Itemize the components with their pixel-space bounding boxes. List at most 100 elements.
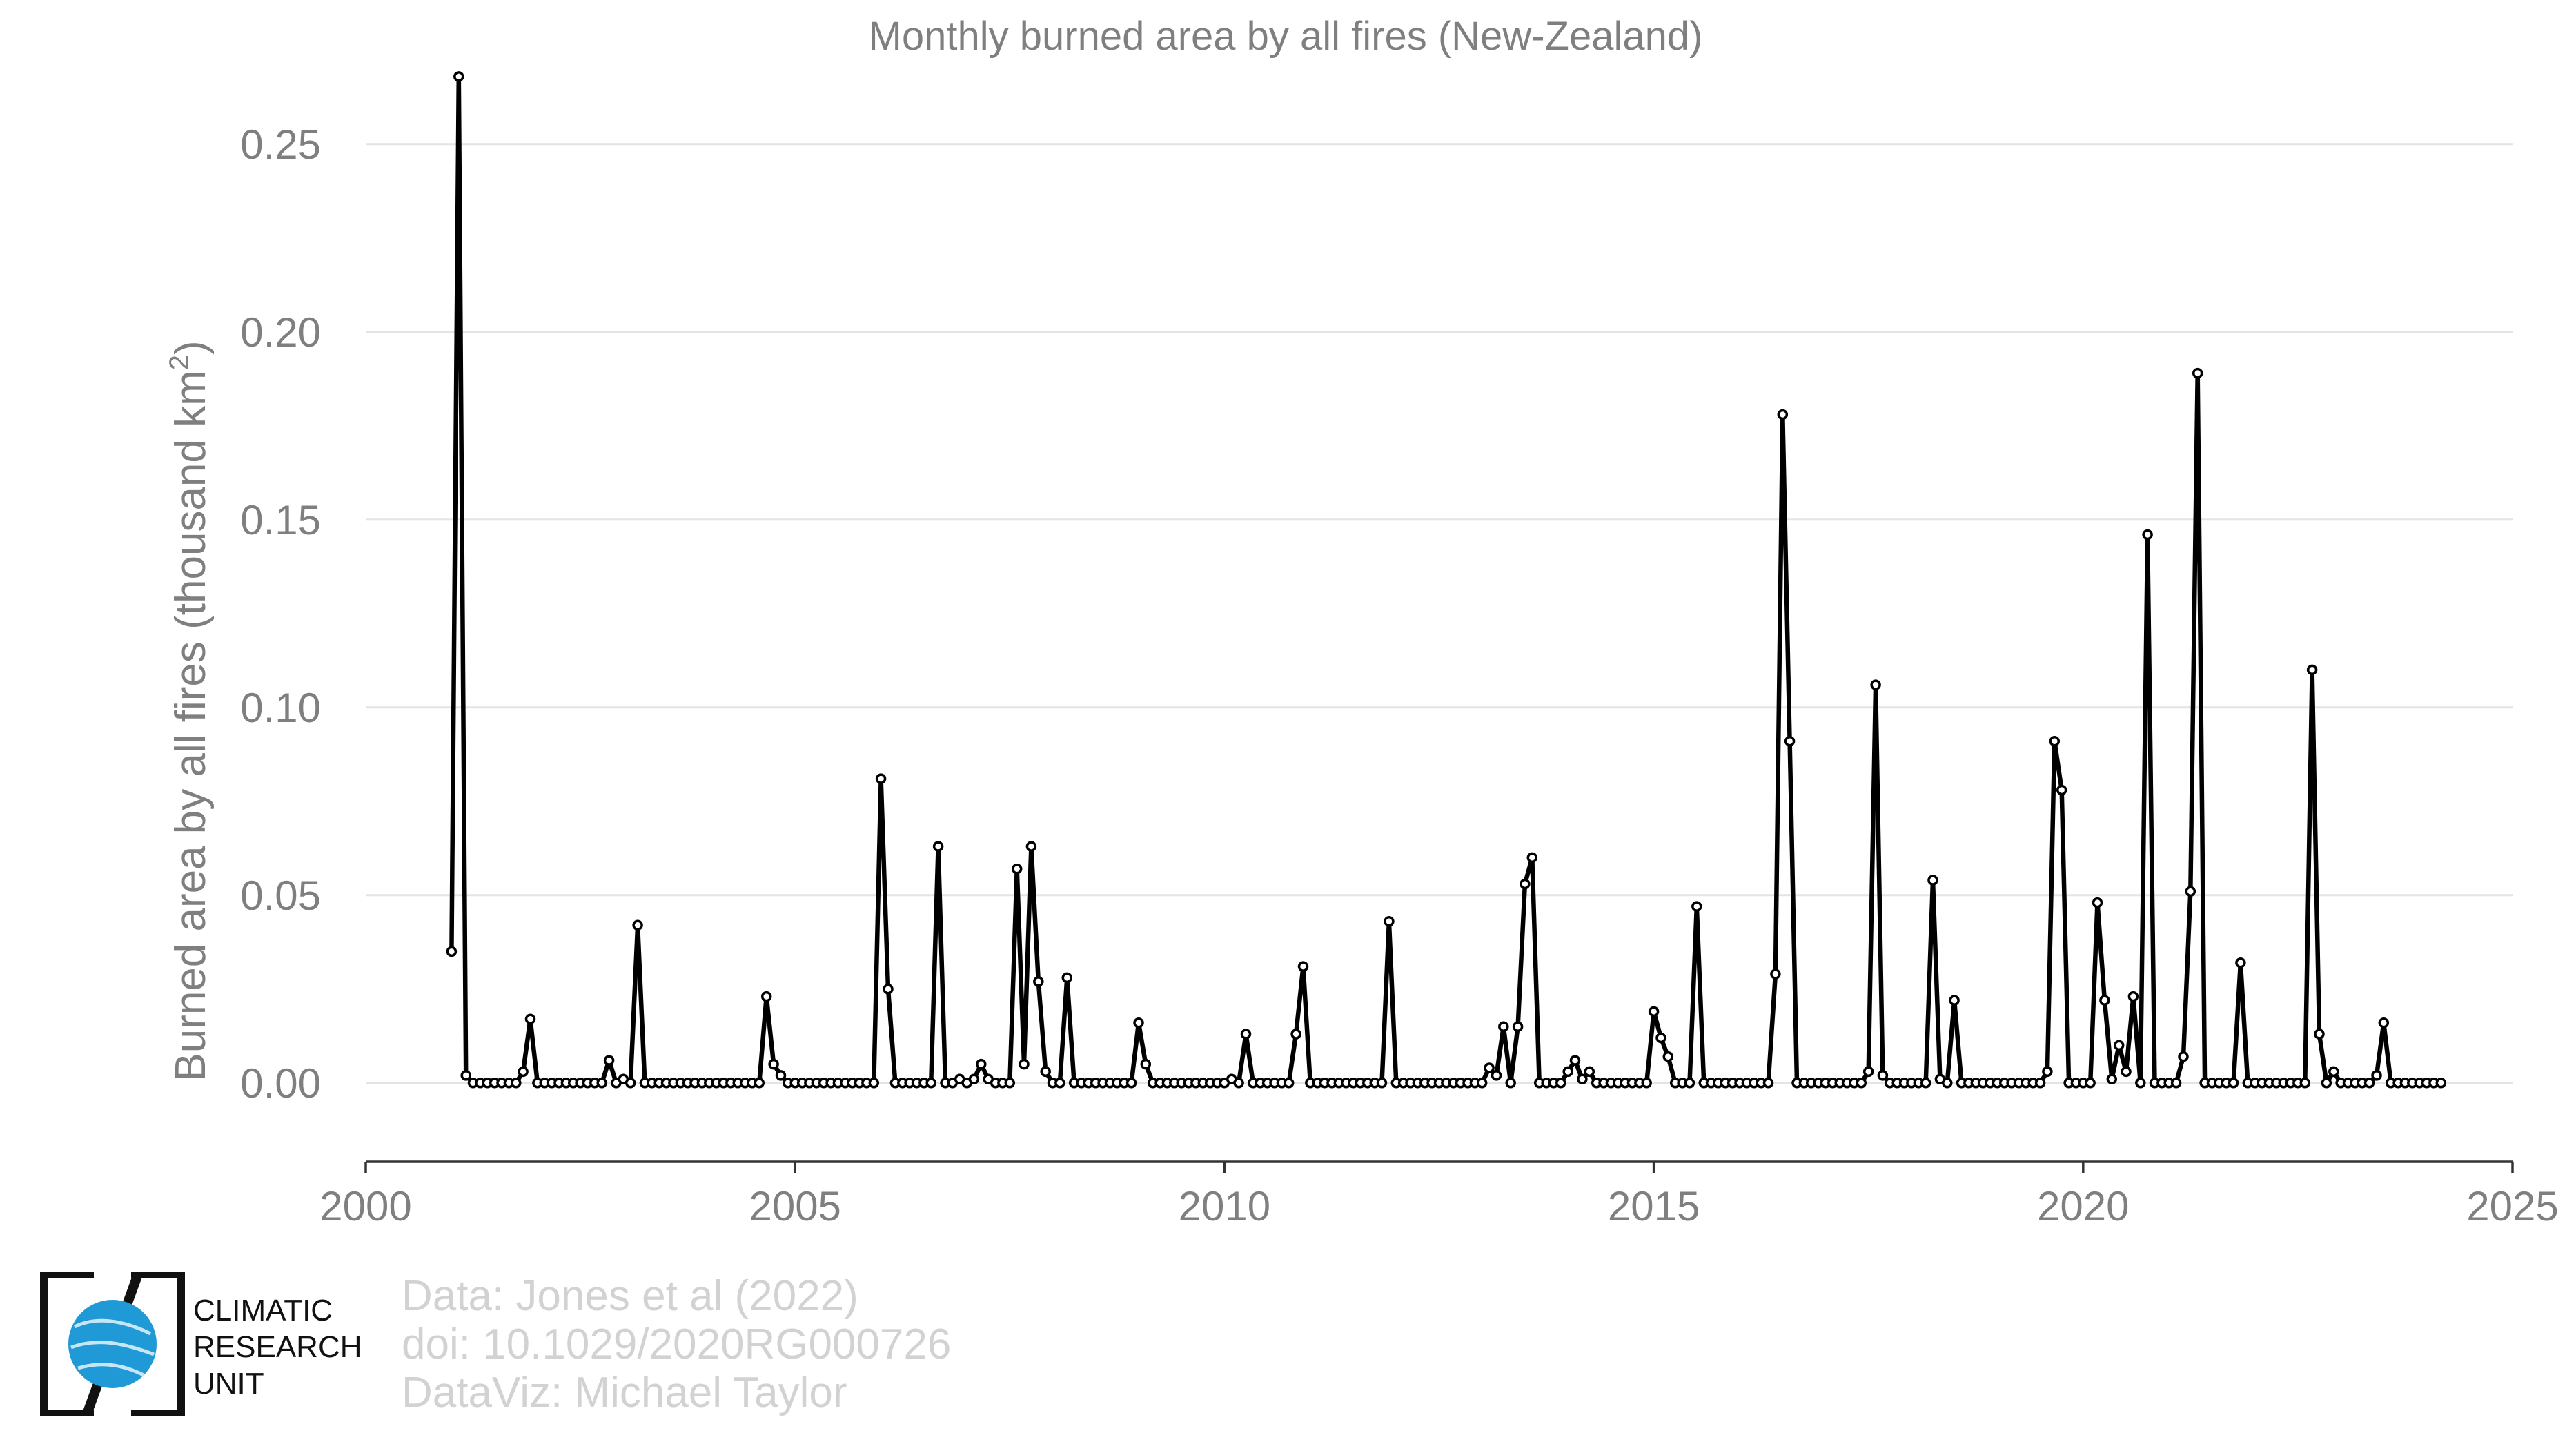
y-axis-label-end: ): [167, 340, 215, 355]
data-point: [1949, 995, 1960, 1006]
data-point: [625, 1078, 636, 1089]
data-point: [2135, 1078, 2146, 1089]
data-point: [2170, 1078, 2182, 1089]
data-point: [1140, 1058, 1152, 1070]
data-point: [1555, 1078, 1566, 1089]
x-tick-label: 2010: [1179, 1183, 1270, 1229]
credit-data-source: Data: Jones et al (2022): [402, 1272, 858, 1320]
x-tick-label: 2005: [749, 1183, 840, 1229]
data-point: [1641, 1078, 1652, 1089]
data-point: [1942, 1078, 1953, 1089]
series-points: [446, 71, 2447, 1089]
data-point: [1684, 1078, 1695, 1089]
data-point: [1920, 1078, 1931, 1089]
x-tick-label: 2000: [319, 1183, 411, 1229]
data-point: [1290, 1029, 1301, 1040]
data-point: [1577, 1073, 1588, 1085]
data-point: [2034, 1078, 2046, 1089]
data-point: [2121, 1066, 2132, 1078]
data-point: [768, 1058, 779, 1070]
data-point: [2042, 1066, 2053, 1078]
data-point: [1019, 1058, 1030, 1070]
data-point: [883, 984, 894, 995]
data-point: [2049, 735, 2061, 747]
data-point: [1384, 916, 1395, 927]
data-point: [2435, 1078, 2447, 1089]
data-point: [976, 1058, 987, 1070]
logo-bracket-icon: [40, 1270, 185, 1418]
data-credits: Data: Jones et al (2022) doi: 10.1029/20…: [402, 1272, 951, 1417]
data-point: [775, 1070, 787, 1081]
data-point: [1762, 1078, 1774, 1089]
data-point: [1491, 1070, 1502, 1081]
data-point: [868, 1078, 880, 1089]
data-point: [932, 841, 944, 852]
data-point: [632, 919, 643, 931]
data-point: [1870, 679, 1881, 690]
data-point: [460, 1070, 471, 1081]
data-point: [1125, 1078, 1137, 1089]
data-point: [2092, 897, 2103, 908]
data-point: [2314, 1029, 2325, 1040]
y-tick-label: 0.20: [240, 309, 321, 356]
data-point: [603, 1055, 615, 1066]
data-point: [760, 991, 772, 1002]
data-point: [596, 1078, 607, 1089]
y-tick-label: 0.05: [240, 873, 321, 919]
logo-text-line2: RESEARCH: [193, 1330, 362, 1364]
data-point: [2099, 995, 2110, 1006]
data-point: [453, 71, 464, 82]
data-point: [2306, 664, 2318, 676]
series-line: [449, 74, 2441, 1086]
y-axis-label-main: Burned area by all fires (thousand km: [167, 370, 215, 1081]
data-point: [1240, 1029, 1252, 1040]
data-point: [1505, 1078, 1516, 1089]
data-point: [1011, 863, 1023, 875]
data-point: [1877, 1070, 1889, 1081]
data-point: [1061, 972, 1073, 984]
y-tick-label: 0.25: [240, 121, 321, 168]
data-point: [1025, 841, 1037, 852]
data-point: [1927, 875, 1938, 886]
data-point: [2363, 1078, 2375, 1089]
data-point: [1655, 1032, 1666, 1044]
data-point: [1512, 1021, 1524, 1032]
credit-doi: doi: 10.1029/2020RG000726: [402, 1321, 952, 1368]
data-point: [1770, 968, 1781, 980]
data-point: [511, 1078, 522, 1089]
data-point: [1040, 1066, 1051, 1078]
chart-title: Monthly burned area by all fires (New-Ze…: [869, 14, 1703, 59]
data-point: [2142, 529, 2153, 541]
cru-logo-text: CLIMATIC RESEARCH UNIT: [193, 1292, 362, 1402]
y-tick-label: 0.15: [240, 497, 321, 543]
data-point: [2106, 1073, 2118, 1085]
data-point: [2185, 886, 2196, 897]
data-point: [925, 1078, 936, 1089]
data-point: [1691, 901, 1702, 912]
data-point: [524, 1013, 536, 1025]
data-point: [1526, 852, 1538, 864]
data-point: [518, 1066, 529, 1078]
y-axis-label: Burned area by all fires (thousand km2): [164, 340, 215, 1081]
data-point: [1569, 1055, 1581, 1066]
data-point: [1283, 1078, 1295, 1089]
data-point: [1004, 1078, 1016, 1089]
data-point: [1376, 1078, 1388, 1089]
y-tick-label: 0.00: [240, 1060, 321, 1107]
data-point: [1856, 1078, 1867, 1089]
data-point: [1033, 976, 1044, 987]
data-point: [2235, 957, 2246, 968]
data-point: [754, 1078, 765, 1089]
data-point: [875, 773, 887, 784]
data-point: [446, 946, 458, 957]
data-point: [1648, 1006, 1660, 1017]
data-point: [2127, 991, 2139, 1002]
credit-dataviz: DataViz: Michael Taylor: [402, 1369, 847, 1416]
data-point: [1777, 409, 1789, 420]
logo-text-line3: UNIT: [193, 1367, 264, 1401]
data-point: [1297, 961, 1309, 972]
data-point: [2192, 367, 2203, 379]
data-point: [2299, 1078, 2311, 1089]
data-point: [1476, 1078, 1488, 1089]
y-axis-ticks: 0.00 0.05 0.10 0.15 0.20 0.25: [240, 121, 321, 1107]
